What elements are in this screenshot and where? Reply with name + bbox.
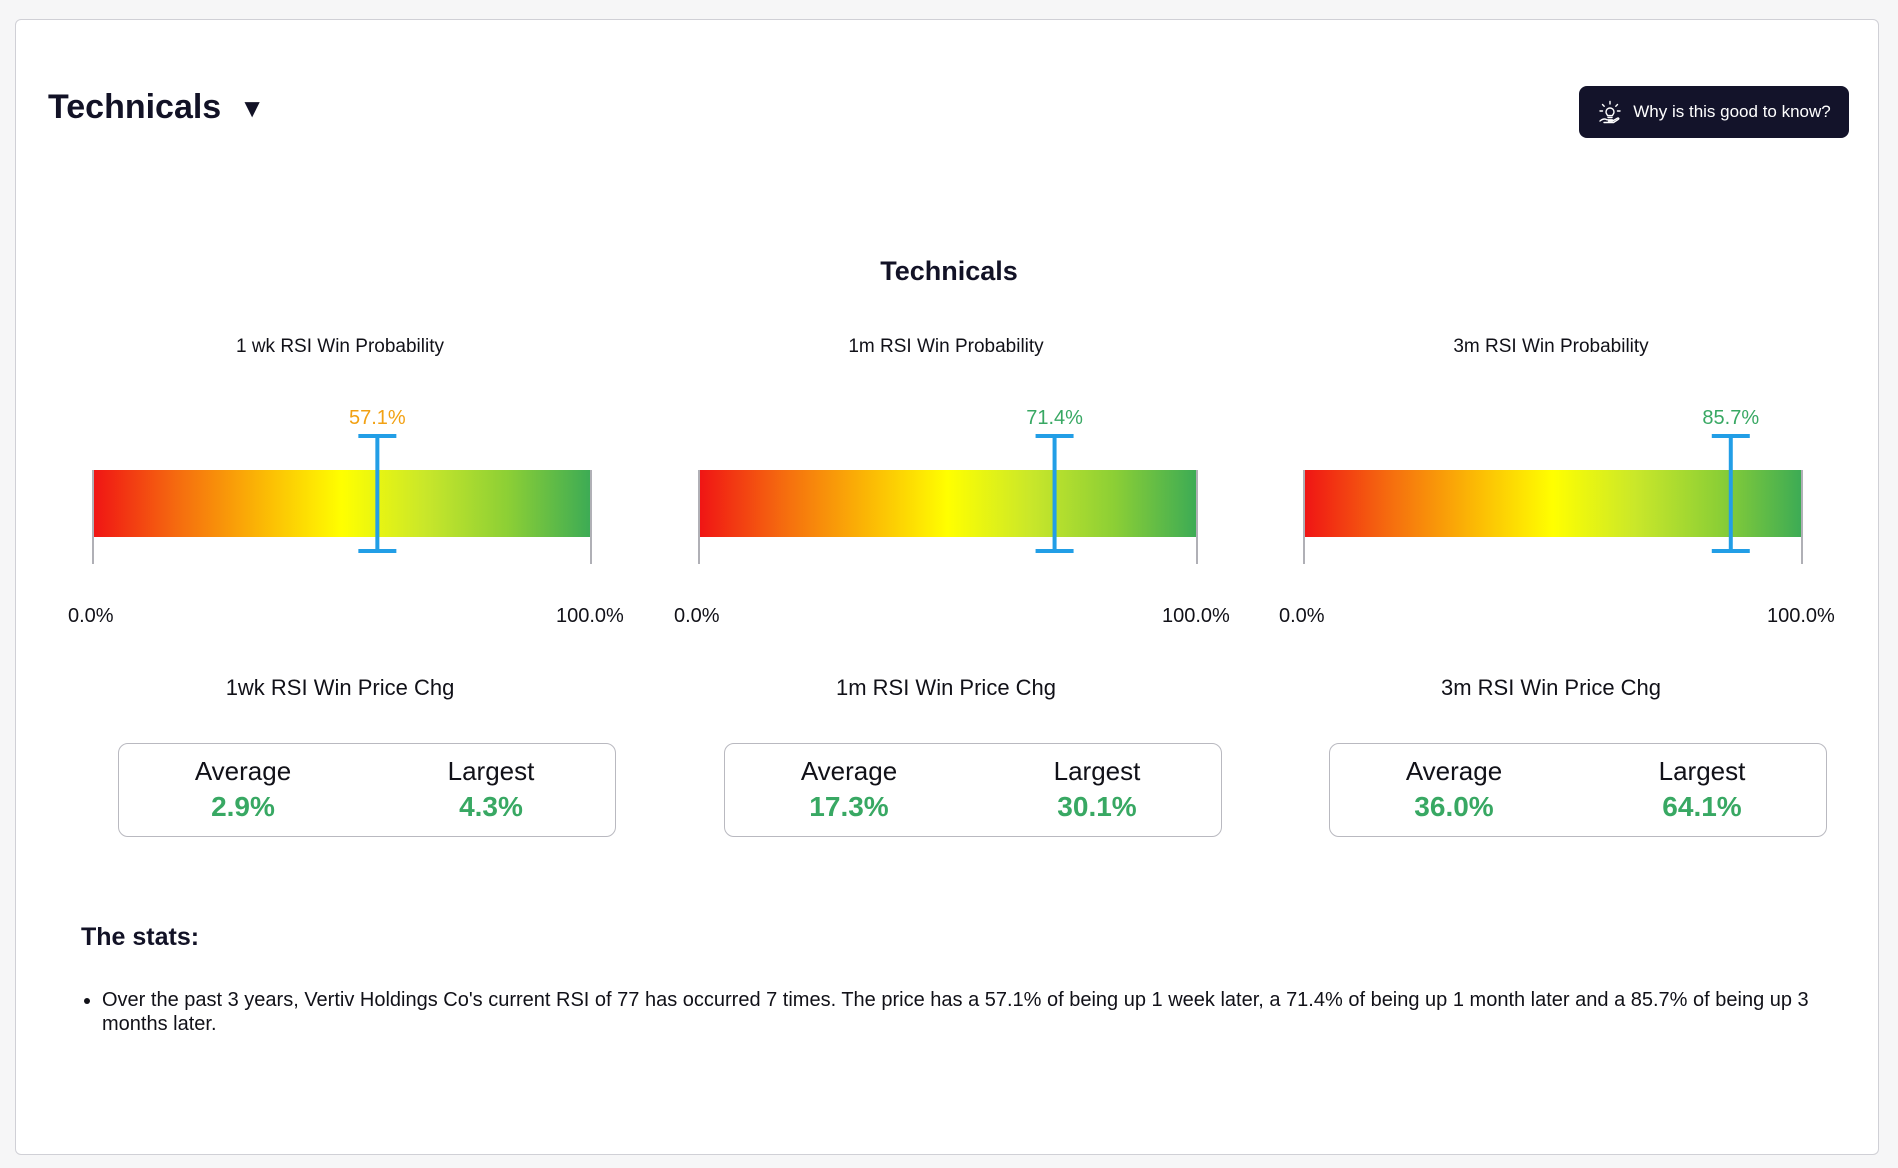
gauge-max-label: 100.0% — [1767, 605, 1835, 627]
average-value: 17.3% — [809, 791, 889, 822]
stats-list: Over the past 3 years, Vertiv Holdings C… — [81, 988, 1832, 1036]
average-stat: Average 17.3% — [725, 744, 973, 836]
gauge-title: 1m RSI Win Probability — [848, 336, 1044, 357]
average-stat: Average 36.0% — [1330, 744, 1578, 836]
value-label: 57.1% — [349, 407, 406, 429]
average-stat: Average 2.9% — [119, 744, 367, 836]
gauge-panel-1m: 1m RSI Win Probability 71.4% 0.0% 100.0%… — [646, 330, 1246, 850]
chart-section-title: Technicals — [880, 256, 1018, 286]
largest-stat: Largest 64.1% — [1578, 744, 1826, 836]
value-label: 71.4% — [1026, 407, 1083, 429]
largest-stat: Largest 4.3% — [367, 744, 615, 836]
largest-value: 64.1% — [1662, 791, 1742, 822]
gauge-panel-1wk: 1 wk RSI Win Probability 57.1% 0.0% 100.… — [40, 330, 640, 850]
section-toggle[interactable]: Technicals ▼ — [48, 88, 265, 127]
largest-label: Largest — [1658, 756, 1746, 786]
largest-label: Largest — [447, 756, 535, 786]
why-button-label: Why is this good to know? — [1633, 102, 1831, 121]
gauge-panel-3m: 3m RSI Win Probability 85.7% 0.0% 100.0%… — [1251, 330, 1851, 850]
average-label: Average — [194, 756, 292, 786]
value-marker — [358, 434, 397, 553]
gauge-min-label: 0.0% — [674, 605, 720, 627]
value-label: 85.7% — [1702, 407, 1759, 429]
gradient-bar — [93, 470, 591, 537]
gauge-min-label: 0.0% — [68, 605, 114, 627]
gauge-max-label: 100.0% — [556, 605, 624, 627]
gradient-bar — [1304, 470, 1802, 537]
largest-stat: Largest 30.1% — [973, 744, 1221, 836]
header-title: Technicals — [48, 88, 222, 126]
average-label: Average — [1405, 756, 1503, 786]
largest-label: Largest — [1053, 756, 1141, 786]
why-good-to-know-button[interactable]: Why is this good to know? — [1579, 86, 1849, 138]
rsi-gauge: 57.1% — [92, 407, 592, 564]
price-chg-box: Average 2.9% Largest 4.3% — [118, 743, 616, 837]
gradient-bar — [699, 470, 1197, 537]
average-label: Average — [800, 756, 898, 786]
price-chg-title: 3m RSI Win Price Chg — [1440, 675, 1662, 700]
largest-value: 4.3% — [459, 791, 523, 822]
gauge-max-label: 100.0% — [1162, 605, 1230, 627]
rsi-gauge: 71.4% — [698, 407, 1198, 564]
gauge-min-label: 0.0% — [1279, 605, 1325, 627]
average-value: 36.0% — [1414, 791, 1494, 822]
stats-item: Over the past 3 years, Vertiv Holdings C… — [102, 988, 1832, 1036]
lightbulb-icon — [1599, 100, 1621, 124]
gauge-title: 1 wk RSI Win Probability — [235, 336, 444, 357]
gauge-title: 3m RSI Win Probability — [1453, 336, 1649, 357]
caret-down-icon[interactable]: ▼ — [239, 92, 265, 123]
price-chg-title: 1m RSI Win Price Chg — [835, 675, 1057, 700]
value-marker — [1711, 434, 1750, 553]
stats-heading: The stats: — [81, 923, 200, 951]
price-chg-title: 1wk RSI Win Price Chg — [225, 675, 455, 700]
rsi-gauge: 85.7% — [1303, 407, 1803, 564]
largest-value: 30.1% — [1057, 791, 1137, 822]
price-chg-box: Average 36.0% Largest 64.1% — [1329, 743, 1827, 837]
price-chg-box: Average 17.3% Largest 30.1% — [724, 743, 1222, 837]
average-value: 2.9% — [211, 791, 275, 822]
technicals-card — [15, 19, 1879, 1155]
value-marker — [1035, 434, 1074, 553]
